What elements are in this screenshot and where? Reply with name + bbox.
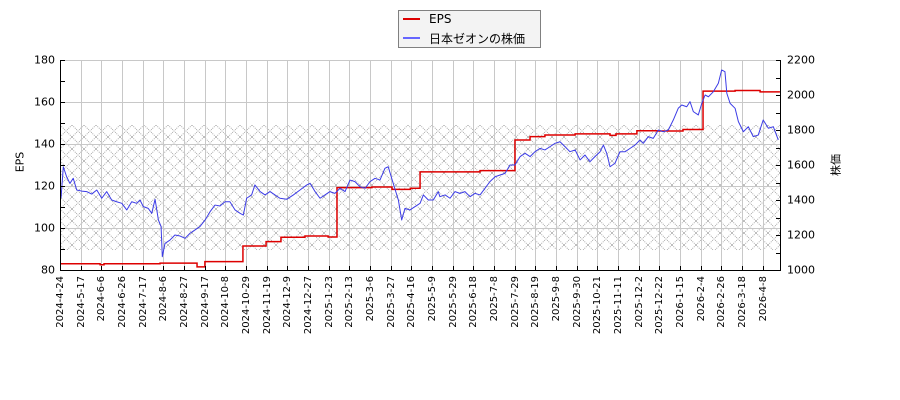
x-tick-label: 2025-11-11 xyxy=(613,276,624,334)
x-tick-label: 2024-6-6 xyxy=(96,276,107,321)
x-tick-label: 2024-6-26 xyxy=(117,276,128,328)
y-right-tick-label: 1600 xyxy=(787,159,815,172)
x-tick-label: 2025-7-29 xyxy=(510,276,521,328)
eps-line xyxy=(60,89,780,268)
legend-swatch-price xyxy=(403,37,420,39)
x-tick-label: 2025-9-30 xyxy=(572,276,583,328)
y-left-tick-label: 180 xyxy=(34,54,55,67)
x-tick-label: 2025-3-27 xyxy=(386,276,397,328)
x-tick-label: 2026-2-26 xyxy=(716,276,727,328)
x-tick-label: 2024-12-27 xyxy=(303,276,314,334)
x-tick-label: 2025-3-6 xyxy=(365,276,376,321)
y-right-tick-label: 2000 xyxy=(787,89,815,102)
x-tick-label: 2024-8-6 xyxy=(158,276,169,321)
gridlines xyxy=(60,60,780,270)
legend-label-eps: EPS xyxy=(429,12,452,26)
x-tick-label: 2024-10-29 xyxy=(241,276,252,334)
x-tick-label: 2024-5-17 xyxy=(76,276,87,328)
y-axis-left-title: EPS xyxy=(14,152,27,173)
x-tick-label: 2025-4-16 xyxy=(406,276,417,328)
y-right-tick-label: 1200 xyxy=(787,229,815,242)
y-right-tick-label: 1800 xyxy=(787,124,815,137)
legend: EPS 日本ゼオンの株価 xyxy=(398,10,541,48)
x-tick-label: 2025-5-9 xyxy=(427,276,438,321)
y-axis-right-title: 株価 xyxy=(829,154,843,176)
stock-price-line xyxy=(60,69,779,258)
legend-item-eps: EPS xyxy=(403,11,451,27)
x-tick-label: 2025-9-8 xyxy=(551,276,562,321)
legend-label-price: 日本ゼオンの株価 xyxy=(429,31,526,46)
legend-swatch-eps xyxy=(403,18,420,20)
x-tick-label: 2025-5-29 xyxy=(448,276,459,328)
x-tick-label: 2025-1-23 xyxy=(324,276,335,328)
legend-item-price: 日本ゼオンの株価 xyxy=(403,30,525,46)
x-tick-label: 2025-6-18 xyxy=(468,276,479,328)
x-tick-label: 2025-7-8 xyxy=(489,276,500,321)
x-tick-label: 2025-12-22 xyxy=(654,276,665,334)
y-left-tick-label: 160 xyxy=(34,96,55,109)
y-left-tick-label: 80 xyxy=(41,264,55,277)
y-left-tick-label: 120 xyxy=(34,180,55,193)
tick-labels: 80 100 120 140 160 180 1000 1200 1400 1600 1800 200… xyxy=(34,54,815,335)
y-right-tick-label: 1400 xyxy=(787,194,815,207)
x-tick-label: 2024-11-19 xyxy=(262,276,273,334)
y-right-tick-label: 2200 xyxy=(787,54,815,67)
x-tick-label: 2025-2-13 xyxy=(344,276,355,328)
x-tick-label: 2025-10-21 xyxy=(592,276,603,334)
x-tick-label: 2026-3-18 xyxy=(737,276,748,328)
x-tick-label: 2025-12-2 xyxy=(634,276,645,328)
series-layer xyxy=(60,69,780,268)
x-tick-label: 2024-12-9 xyxy=(282,276,293,328)
x-tick-label: 2024-4-24 xyxy=(55,276,66,328)
y-left-tick-label: 100 xyxy=(34,222,55,235)
y-left-tick-label: 140 xyxy=(34,138,55,151)
x-tick-label: 2024-8-27 xyxy=(179,276,190,328)
tick-marks xyxy=(60,60,781,271)
x-tick-label: 2025-8-19 xyxy=(530,276,541,328)
x-tick-label: 2026-4-8 xyxy=(758,276,769,321)
x-tick-label: 2026-1-15 xyxy=(675,276,686,328)
x-tick-label: 2024-7-17 xyxy=(138,276,149,328)
x-tick-label: 2026-2-4 xyxy=(696,276,707,321)
x-tick-label: 2024-10-8 xyxy=(220,276,231,328)
x-tick-label: 2024-9-17 xyxy=(200,276,211,328)
y-right-tick-label: 1000 xyxy=(787,264,815,277)
